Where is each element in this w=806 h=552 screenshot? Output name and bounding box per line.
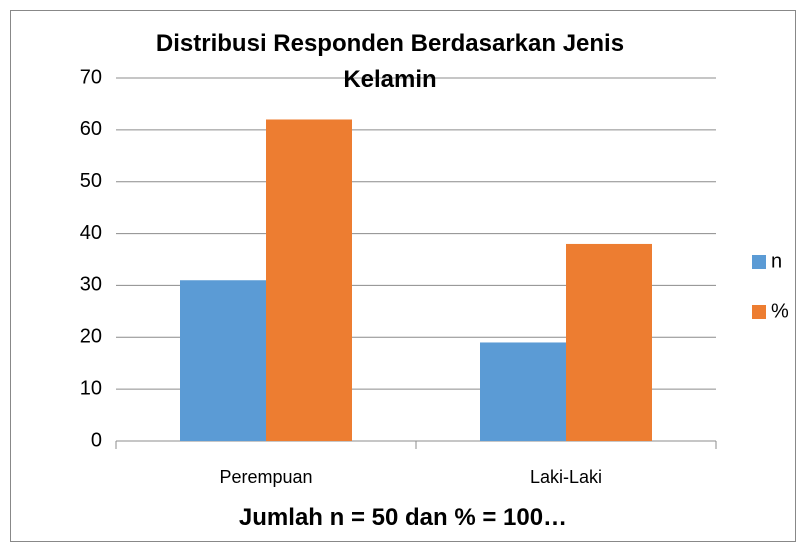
annotation: Jumlah n = 50 dan % = 100… [238, 504, 568, 531]
y-tick-label: 30 [80, 274, 102, 296]
chart-border [10, 10, 796, 542]
y-tick-label: 0 [91, 429, 102, 451]
legend-swatch [752, 255, 766, 269]
bar [566, 243, 652, 441]
chart-title: Distribusi Responden Berdasarkan Jenis K… [155, 30, 625, 93]
y-tick-label: 20 [80, 326, 102, 348]
y-tick-label: 70 [80, 66, 102, 88]
y-tick-label: 10 [80, 377, 102, 399]
y-tick-label: 50 [80, 170, 102, 192]
bar [266, 119, 352, 441]
legend-label: n [771, 250, 782, 272]
bar [480, 342, 566, 441]
x-tick-label: Perempuan [219, 467, 312, 487]
legend-swatch [752, 305, 766, 319]
bar [180, 280, 266, 441]
legend-label: % [771, 300, 789, 322]
y-tick-label: 40 [80, 222, 102, 244]
x-tick-label: Laki-Laki [530, 467, 602, 487]
y-tick-label: 60 [80, 118, 102, 140]
